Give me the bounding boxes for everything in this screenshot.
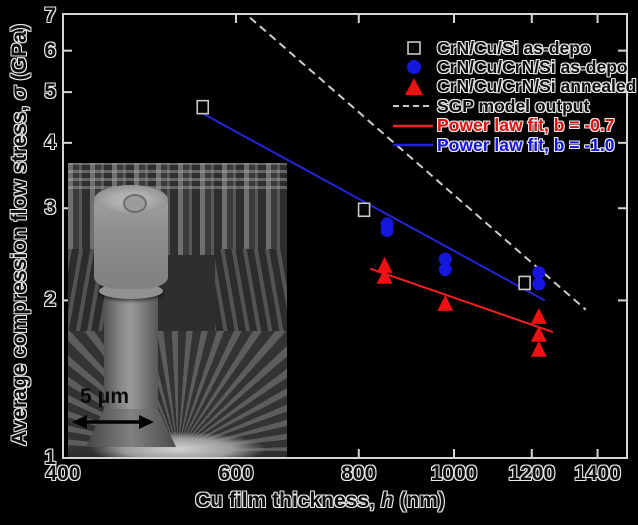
legend-item: SGP model output [393,96,589,116]
plot-frame [62,13,628,459]
x-axis-symbol: h [380,489,394,512]
legend-item: CrN/Cu/CrN/Si as-depo [393,57,628,77]
data-point-square [518,275,531,291]
data-point-triangle [530,340,547,357]
legend-item: CrN/Cu/Si as-depo [393,38,591,58]
data-point-triangle [530,307,547,324]
x-tick-label: 1000 [430,462,478,485]
legend-dashed-line-icon [393,105,433,108]
y-axis-title: Average compression flow stress, σ (GPa) [8,24,31,446]
x-tick-label: 1200 [508,462,556,485]
legend-solid-line-icon [393,143,433,147]
data-point-circle [532,277,546,291]
data-point-triangle [376,267,393,284]
data-point-square [357,202,371,218]
legend-item: CrN/Cu/CrN/Si annealed [393,76,637,97]
fit-line [249,16,587,311]
x-tick-label: 400 [45,462,81,485]
y-tick-label: 6 [44,38,56,62]
legend-triangle-icon [405,77,423,95]
legend-circle-icon [407,60,421,75]
data-point-square [196,99,210,115]
scale-bar-label: 5 μm [80,385,130,408]
x-tick-label: 600 [218,462,254,485]
legend-label: CrN/Cu/Si as-depo [437,37,591,58]
legend-label: SGP model output [437,95,590,116]
data-point-triangle [530,325,547,342]
sem-cap-ring [123,194,147,213]
sem-pillar-base [86,409,176,447]
legend-label: CrN/Cu/CrN/Si as-depo [437,56,628,77]
data-point-circle [438,263,452,277]
y-tick-label: 2 [44,288,56,312]
legend-solid-line-icon [393,124,433,127]
sem-inset-image: 5 μm [68,163,287,457]
data-point-triangle [376,256,393,273]
y-tick-label: 3 [44,196,56,220]
y-tick-label: 1 [44,446,56,469]
sem-pillar-shaft [104,291,158,413]
scale-bar-arrow-icon [72,415,154,429]
legend-item: Power law fit, b = -0.7 [393,115,615,136]
fit-line [202,112,546,302]
y-tick-label: 7 [44,3,56,27]
legend-item: Power law fit, b = -1.0 [393,135,614,155]
y-tick-label: 4 [44,130,56,154]
data-point-triangle [437,294,454,311]
legend-label: Power law fit, b = -1.0 [437,134,615,155]
x-axis-title: Cu film thickness, h (nm) [195,489,445,512]
legend-label: CrN/Cu/CrN/Si annealed [437,76,637,97]
x-tick-label: 800 [341,462,377,485]
y-tick-label: 5 [44,80,56,104]
fit-line [370,267,554,334]
x-tick-label: 1400 [574,462,621,485]
data-point-circle [532,266,546,280]
legend-label: Power law fit, b = -0.7 [437,115,615,136]
data-point-circle [380,224,394,238]
data-point-circle [438,252,452,266]
legend-square-open-icon [407,41,421,55]
